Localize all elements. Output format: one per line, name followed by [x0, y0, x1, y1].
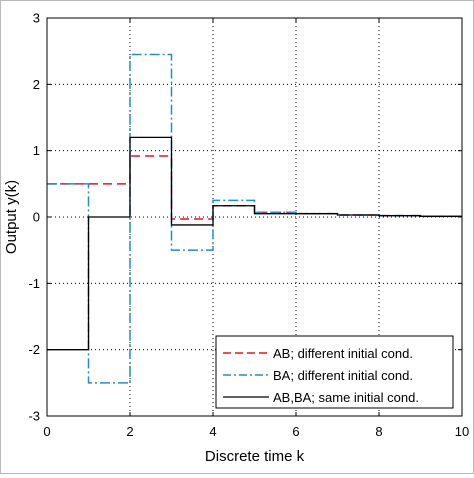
legend-label-ba-different: BA; different initial cond.	[273, 368, 413, 383]
y-tick-label: -2	[28, 342, 40, 357]
x-tick-label: 0	[43, 424, 50, 439]
y-tick-label: 1	[33, 143, 40, 158]
x-tick-label: 10	[455, 424, 469, 439]
x-tick-label: 4	[209, 424, 216, 439]
y-tick-label: 3	[33, 11, 40, 26]
legend-label-ab-different: AB; different initial cond.	[273, 346, 413, 361]
legend-label-abba-same: AB,BA; same initial cond.	[273, 390, 419, 405]
y-tick-label: -1	[28, 276, 40, 291]
x-tick-label: 2	[126, 424, 133, 439]
x-tick-label: 6	[292, 424, 299, 439]
series-layer	[47, 53, 462, 384]
legend: AB; different initial cond. BA; differen…	[215, 335, 454, 409]
y-axis-label: Output y(k)	[3, 180, 20, 254]
y-tick-label: 0	[33, 210, 40, 225]
legend-box	[215, 335, 454, 409]
y-tick-labels: -3 -2 -1 0 1 2 3	[28, 11, 40, 424]
ticks	[46, 17, 463, 417]
x-tick-label: 8	[375, 424, 382, 439]
y-tick-label: -3	[28, 409, 40, 424]
x-tick-labels: 0 2 4 6 8 10	[43, 424, 469, 439]
series-line-2	[47, 136, 462, 351]
y-tick-label: 2	[33, 77, 40, 92]
x-axis-label: Discrete time k	[205, 448, 305, 465]
